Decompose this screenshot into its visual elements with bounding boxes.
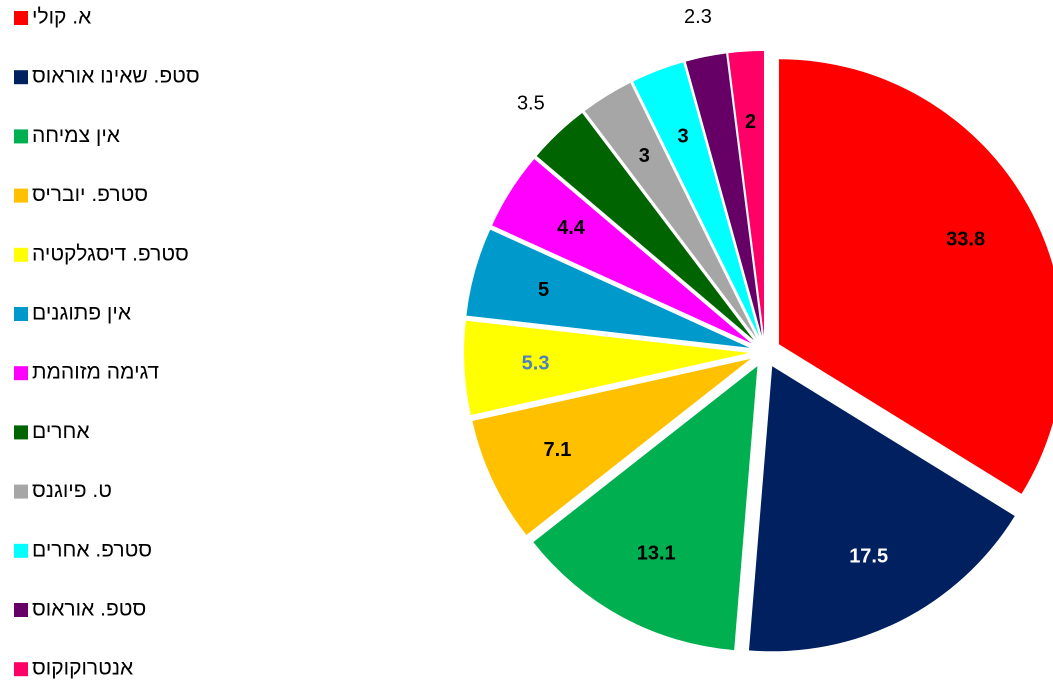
legend-label: סטרפ. דיסגלקטיה — [32, 242, 189, 265]
data-label: 5.3 — [522, 353, 550, 375]
legend-swatch — [14, 129, 28, 144]
legend-swatch — [14, 366, 28, 381]
data-label: 2.3 — [684, 6, 712, 28]
pie-slice — [466, 229, 750, 348]
legend-swatch — [14, 307, 28, 321]
data-label: 17.5 — [849, 545, 888, 567]
legend-swatch — [14, 425, 28, 440]
data-label: 3 — [639, 145, 650, 167]
legend-label: סטרפ. יובריס — [32, 183, 148, 206]
data-label: 33.8 — [946, 228, 985, 250]
data-label: 3.5 — [517, 93, 545, 115]
legend-swatch — [14, 188, 28, 203]
legend-label: סטפ. שאינו אוראוס — [32, 65, 200, 88]
data-label: 2 — [745, 111, 756, 133]
pie-slice — [584, 82, 757, 339]
pie-slice — [464, 320, 750, 416]
legend-swatch — [14, 484, 28, 499]
pie-slice — [633, 62, 760, 338]
legend-swatch — [14, 603, 28, 617]
legend-label: אין פתוגנים — [32, 302, 131, 325]
data-label: 3 — [678, 126, 689, 148]
pie-slice — [728, 51, 764, 337]
pie-slice — [778, 59, 1053, 494]
data-label: 7.1 — [544, 439, 572, 461]
data-label: 5 — [538, 279, 549, 301]
legend-label: סטפ. אוראוס — [32, 598, 146, 621]
legend-swatch — [14, 543, 28, 558]
pie-slice — [536, 112, 755, 341]
pie-slice — [492, 159, 752, 344]
legend-label: אנטרוקוקוס — [32, 657, 133, 680]
legend-label: סטרפ. אחרים — [32, 538, 152, 561]
legend-swatch — [14, 11, 28, 25]
legend-label: ט. פיוגנס — [32, 479, 112, 502]
data-label: 4.4 — [557, 217, 586, 239]
pie-slice — [685, 53, 762, 337]
legend-swatch — [14, 70, 28, 85]
legend-label: אחרים — [32, 420, 90, 443]
legend-swatch — [14, 247, 28, 262]
legend-label: א. קולי — [32, 6, 91, 29]
legend-label: דגימה מזוהמת — [32, 361, 159, 384]
legend-label: אין צמיחה — [32, 124, 120, 147]
pie-slice — [533, 366, 758, 651]
data-label: 13.1 — [637, 543, 676, 565]
legend-swatch — [14, 662, 28, 677]
pie-slice — [748, 366, 1015, 652]
pie-slice — [472, 358, 751, 535]
